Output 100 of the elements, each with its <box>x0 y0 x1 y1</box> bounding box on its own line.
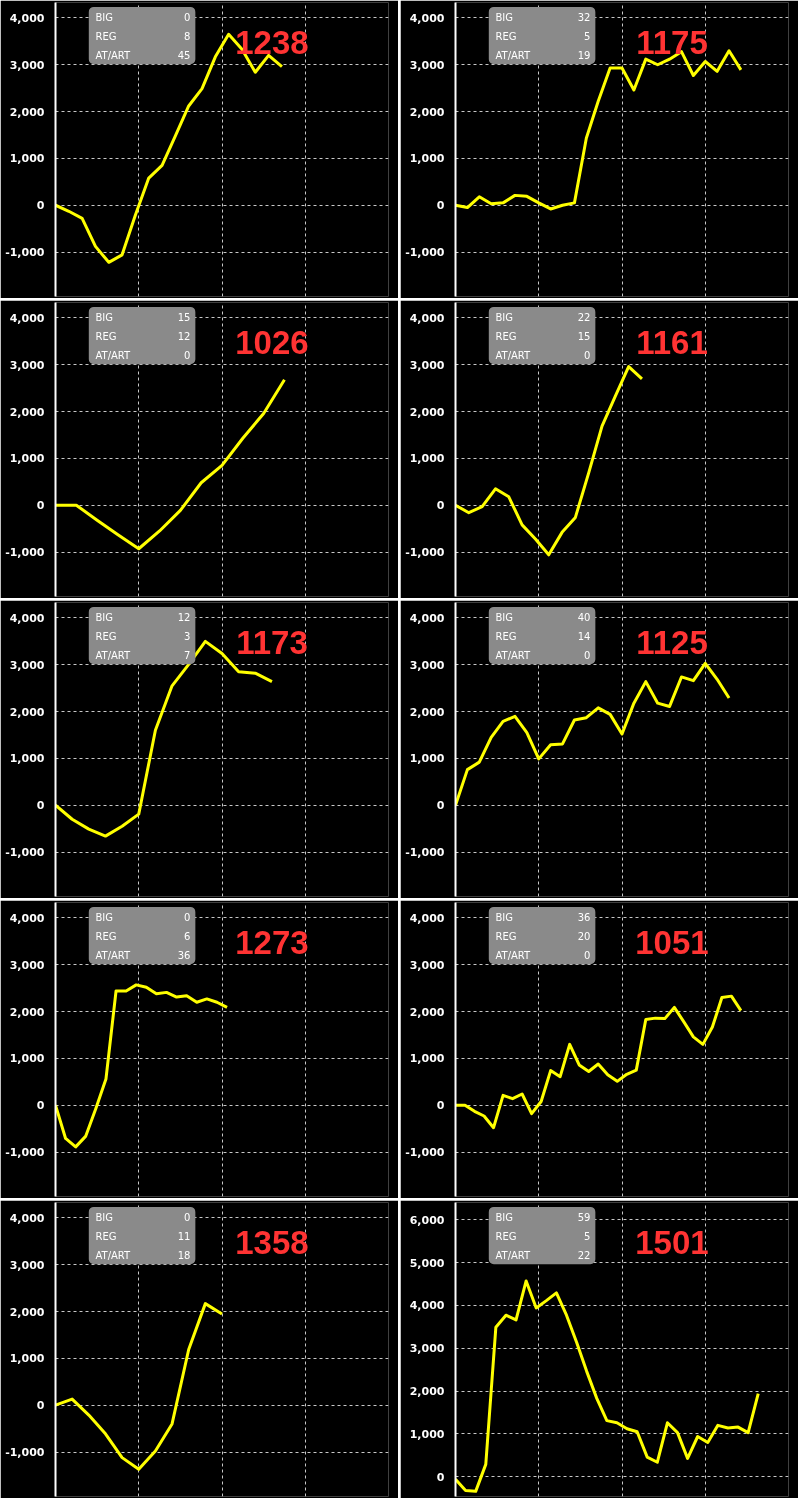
annotation: 1358 <box>235 1223 309 1261</box>
annotation: REG <box>495 930 517 942</box>
annotation: 45 <box>177 50 191 62</box>
annotation: REG <box>495 30 517 42</box>
y-tick-label: 3,000 <box>9 358 45 372</box>
y-tick-label: -1,000 <box>5 846 45 860</box>
annotation: 0 <box>584 950 591 962</box>
y-tick-label: 0 <box>436 799 445 813</box>
y-tick-label: -1,000 <box>5 546 45 560</box>
annotation: AT/ART <box>95 949 132 961</box>
y-tick-label: 4,000 <box>9 911 45 925</box>
y-tick-label: 0 <box>436 1470 445 1484</box>
annotation: 0 <box>184 912 191 924</box>
annotation: BIG <box>95 1211 114 1223</box>
y-tick-label: 2,000 <box>409 105 445 119</box>
annotation: 0 <box>584 350 591 362</box>
annotation: REG <box>495 1230 517 1242</box>
y-tick-label: 4,000 <box>9 611 45 625</box>
annotation: 1161 <box>636 323 708 361</box>
annotation: 15 <box>177 312 191 324</box>
y-tick-label: 2,000 <box>409 405 445 419</box>
y-tick-label: -1,000 <box>5 1446 45 1460</box>
y-tick-label: 1,000 <box>409 1052 445 1066</box>
y-tick-label: 4,000 <box>9 311 45 325</box>
annotation: 36 <box>177 950 191 962</box>
y-tick-label: 2,000 <box>409 1385 445 1399</box>
annotation: 11 <box>177 1231 191 1243</box>
annotation: 1026 <box>235 323 309 361</box>
annotation: 7 <box>184 650 191 662</box>
annotation: 32 <box>577 12 591 24</box>
y-tick-label: 0 <box>436 199 445 213</box>
annotation: REG <box>95 1230 117 1242</box>
y-tick-label: 1,000 <box>9 1052 45 1066</box>
annotation: 0 <box>584 650 591 662</box>
annotation: 0 <box>184 12 191 24</box>
annotation: BIG <box>495 311 514 323</box>
annotation: AT/ART <box>95 49 132 61</box>
y-tick-label: 5,000 <box>409 1256 445 1270</box>
y-tick-label: 2,000 <box>9 1005 45 1019</box>
y-tick-label: 0 <box>436 1099 445 1113</box>
y-tick-label: 1,000 <box>409 452 445 466</box>
annotation: 19 <box>577 50 591 62</box>
annotation: AT/ART <box>495 49 532 61</box>
y-tick-label: 2,000 <box>9 405 45 419</box>
annotation: BIG <box>95 611 114 623</box>
annotation: 3 <box>184 631 191 643</box>
y-tick-label: 3,000 <box>409 958 445 972</box>
y-tick-label: 2,000 <box>409 705 445 719</box>
annotation: 1273 <box>235 923 309 961</box>
annotation: 5 <box>584 1231 591 1243</box>
annotation: 20 <box>577 931 591 943</box>
y-tick-label: -1,000 <box>5 246 45 260</box>
y-tick-label: 3,000 <box>409 1342 445 1356</box>
annotation: REG <box>495 630 517 642</box>
y-tick-label: -1,000 <box>405 246 445 260</box>
y-tick-label: 0 <box>36 1099 45 1113</box>
y-tick-label: 2,000 <box>9 705 45 719</box>
annotation: BIG <box>95 311 114 323</box>
annotation: REG <box>95 330 117 342</box>
y-tick-label: 1,000 <box>9 752 45 766</box>
y-tick-label: -1,000 <box>405 1146 445 1160</box>
y-tick-label: 1,000 <box>409 152 445 166</box>
y-tick-label: 1,000 <box>409 752 445 766</box>
y-tick-label: 2,000 <box>9 105 45 119</box>
annotation: BIG <box>495 11 514 23</box>
y-tick-label: 3,000 <box>9 958 45 972</box>
y-tick-label: 3,000 <box>9 58 45 72</box>
y-tick-label: 4,000 <box>409 611 445 625</box>
annotation: REG <box>495 330 517 342</box>
annotation: AT/ART <box>495 349 532 361</box>
y-tick-label: 1,000 <box>9 152 45 166</box>
annotation: BIG <box>495 611 514 623</box>
annotation: 22 <box>577 1250 591 1262</box>
y-tick-label: 1,000 <box>9 1352 45 1366</box>
annotation: AT/ART <box>95 349 132 361</box>
y-tick-label: -1,000 <box>5 1146 45 1160</box>
annotation: 5 <box>584 31 591 43</box>
annotation: 14 <box>577 631 591 643</box>
y-tick-label: 3,000 <box>409 658 445 672</box>
y-tick-label: 3,000 <box>409 358 445 372</box>
y-tick-label: 2,000 <box>409 1005 445 1019</box>
annotation: 59 <box>577 1212 591 1224</box>
y-tick-label: 0 <box>436 499 445 513</box>
annotation: 12 <box>177 612 191 624</box>
annotation: 15 <box>577 331 591 343</box>
y-tick-label: 0 <box>36 199 45 213</box>
annotation: 1175 <box>636 23 708 61</box>
y-tick-label: 4,000 <box>9 1211 45 1225</box>
annotation: 1173 <box>236 623 308 661</box>
annotation: BIG <box>95 911 114 923</box>
annotation: 6 <box>184 931 191 943</box>
y-tick-label: 4,000 <box>409 311 445 325</box>
annotation: 12 <box>177 331 191 343</box>
y-tick-label: 4,000 <box>409 911 445 925</box>
annotation: REG <box>95 630 117 642</box>
y-tick-label: 3,000 <box>9 658 45 672</box>
annotation: AT/ART <box>495 949 532 961</box>
y-tick-label: 0 <box>36 1399 45 1413</box>
annotation: 1051 <box>635 923 709 961</box>
annotation: 36 <box>577 912 591 924</box>
